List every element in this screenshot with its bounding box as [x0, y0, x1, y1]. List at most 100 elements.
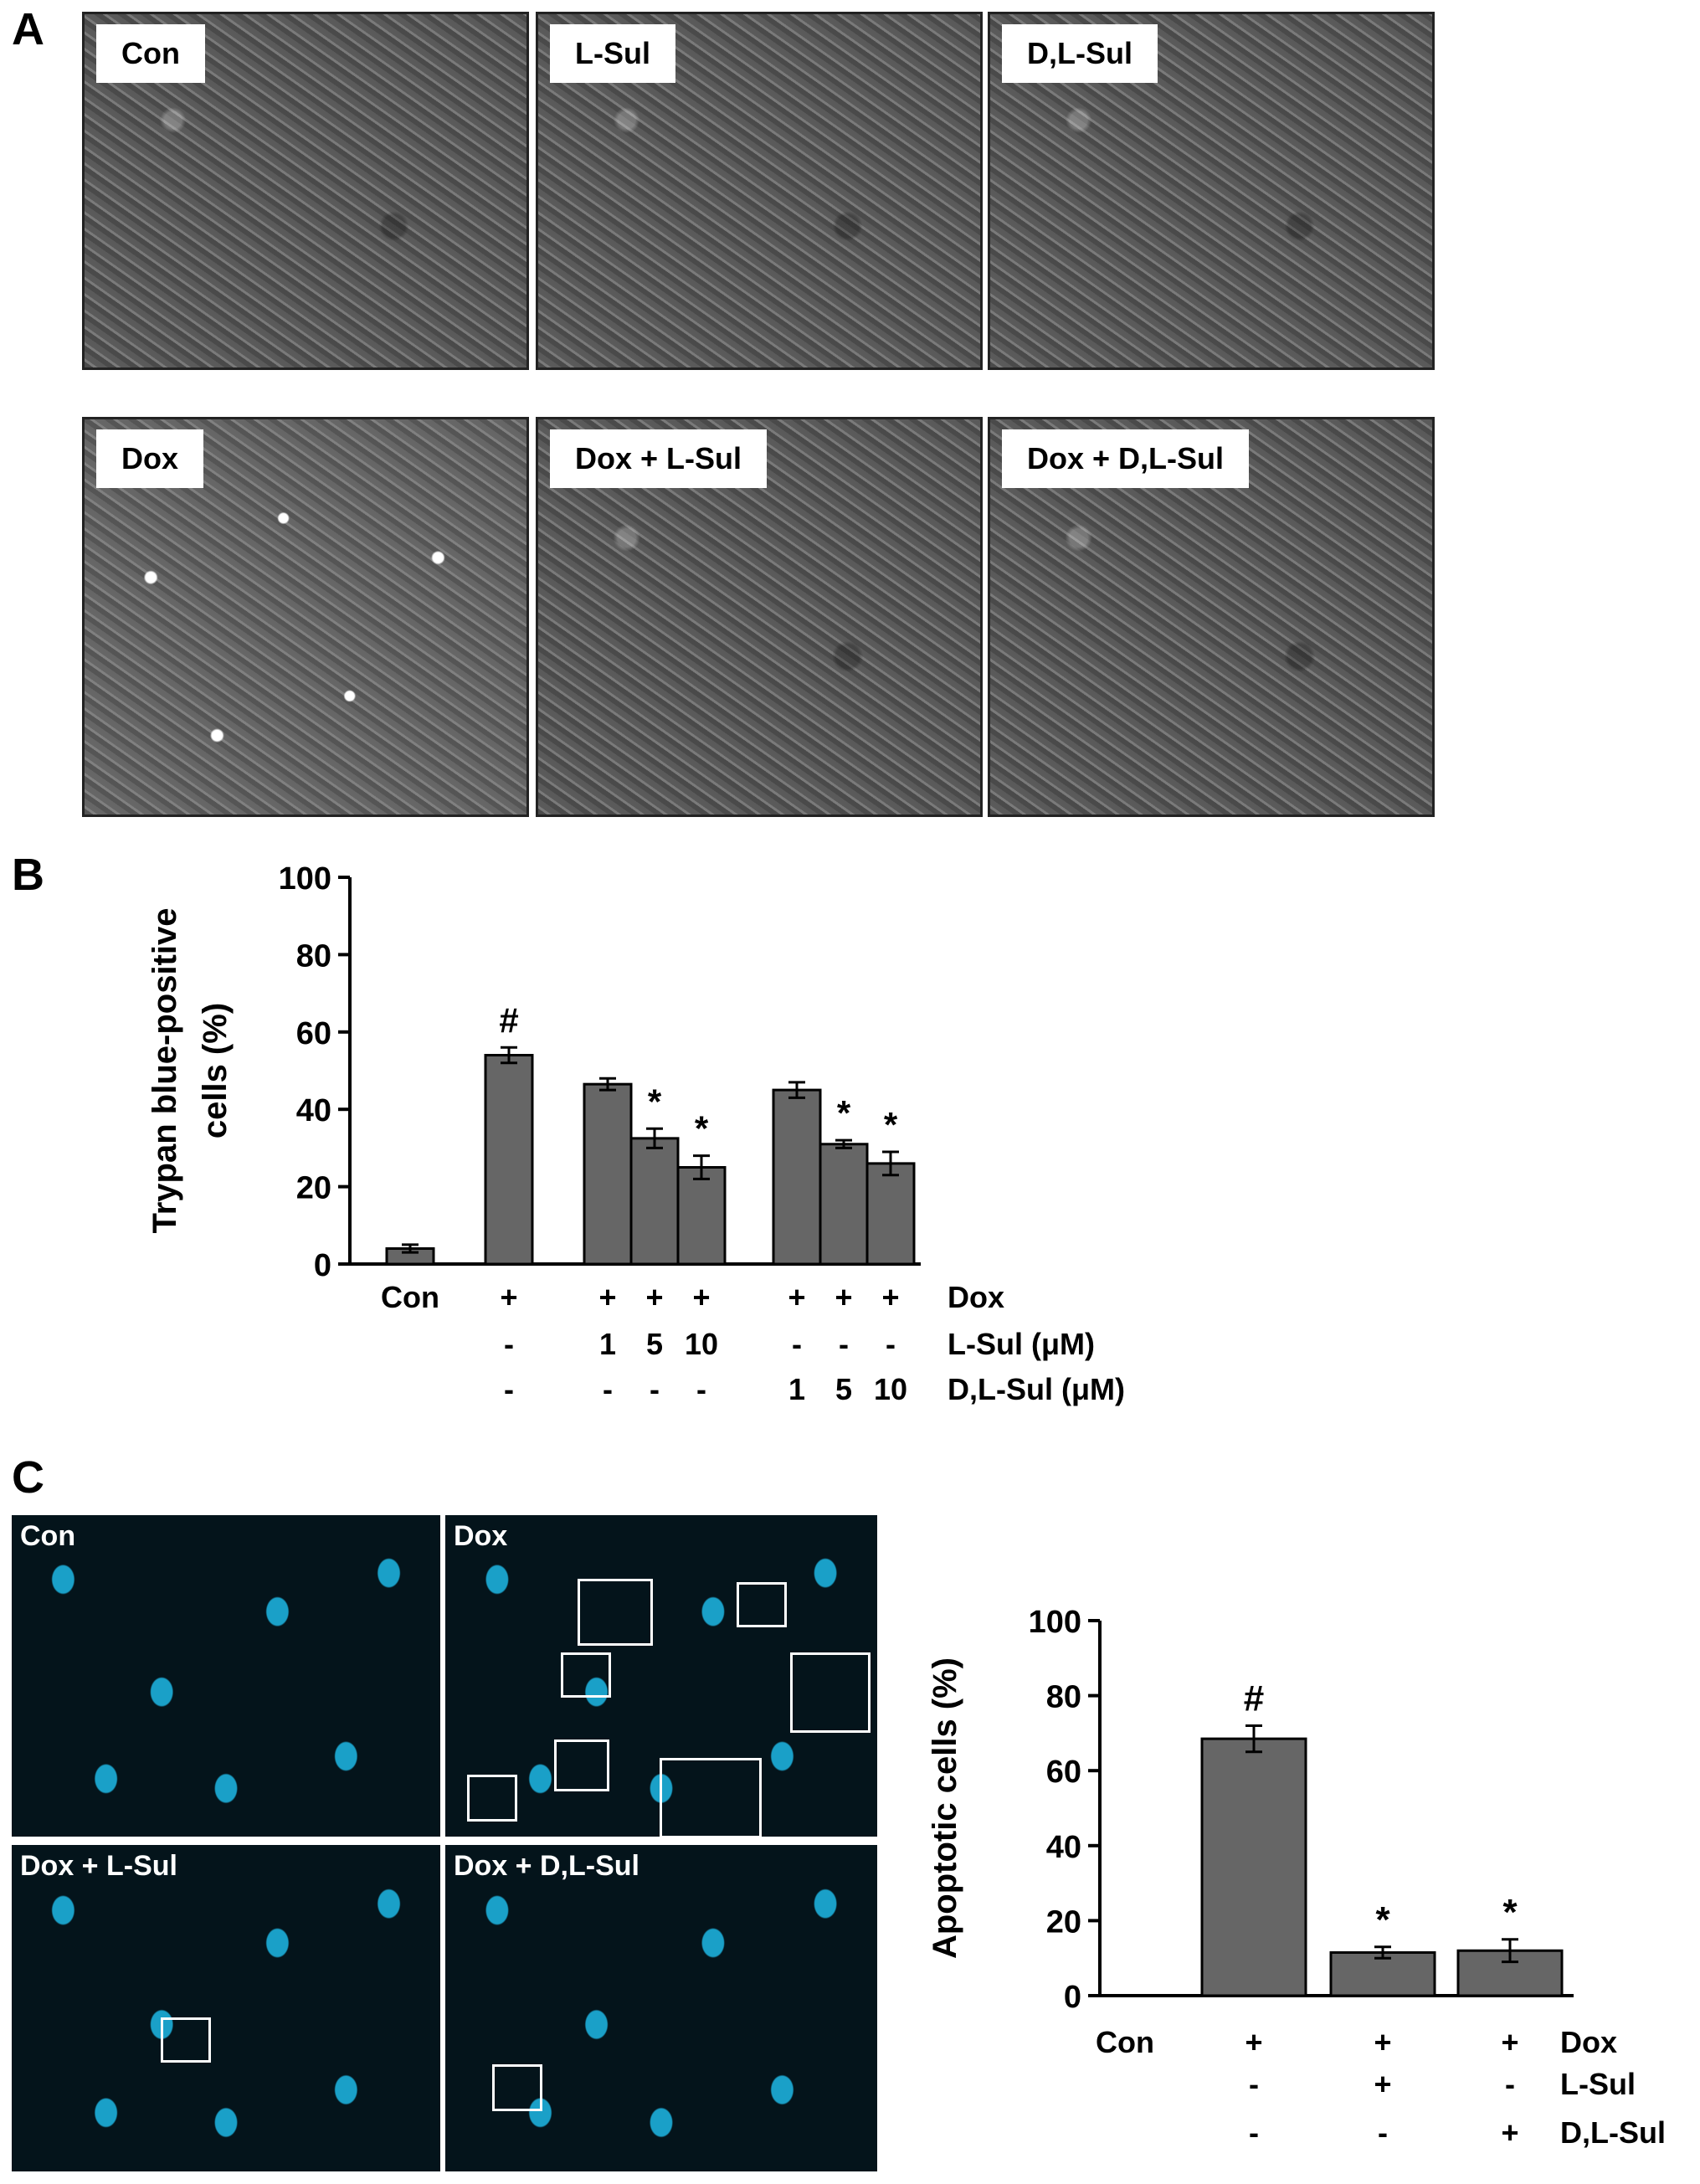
condition-cell: - [504, 1372, 514, 1406]
micrograph-dox: Dox [82, 417, 529, 817]
condition-cell: 1 [788, 1372, 805, 1406]
y-tick-label: 100 [279, 861, 331, 897]
condition-cell: + [1374, 2067, 1391, 2101]
y-tick-label: 80 [1046, 1680, 1081, 1715]
apoptotic-cells-bar-chart: 0 20 40 60 80 100 Apoptotic cells (%) # * * Con + + +… [927, 1605, 1666, 2150]
condition-cell: - [650, 1372, 660, 1406]
panel-letter-a: A [12, 4, 44, 54]
micrograph-label: Con [20, 1520, 76, 1552]
micrograph-label: Dox [454, 1520, 508, 1552]
micrograph-l-sul: L-Sul [536, 12, 983, 370]
apoptotic-cell-box [492, 2064, 542, 2111]
bar [772, 1088, 822, 1266]
apoptotic-cell-box [467, 1775, 517, 1822]
condition-cell: + [1501, 2115, 1518, 2150]
y-tick-label: 0 [314, 1248, 331, 1283]
fluor-micrograph-dox-dl-sul: Dox + D,L-Sul [445, 1845, 877, 2171]
y-tick-label: 20 [1046, 1904, 1081, 1940]
bar [865, 1162, 916, 1266]
condition-cell: - [792, 1327, 802, 1361]
significance-mark: * [1502, 1892, 1518, 1933]
micrograph-label: Con [96, 24, 205, 83]
micrograph-con: Con [82, 12, 529, 370]
condition-cell: 5 [835, 1372, 852, 1406]
panel-letter-c: C [12, 1452, 44, 1503]
apoptotic-cell-box [561, 1652, 611, 1698]
significance-mark: # [499, 1000, 518, 1040]
micrograph-label: D,L-Sul [1002, 24, 1158, 83]
micrograph-label: Dox + L-Sul [550, 429, 768, 488]
fluor-micrograph-dox: Dox [445, 1515, 877, 1837]
condition-cell: + [500, 1280, 517, 1314]
condition-cell: 5 [646, 1327, 663, 1361]
condition-cell: + [1245, 2025, 1262, 2059]
condition-row-label: Dox [948, 1280, 1004, 1314]
y-tick-label: 80 [296, 938, 331, 974]
condition-row-label: L-Sul [1560, 2067, 1636, 2101]
condition-cell: - [1505, 2067, 1515, 2101]
micrograph-label: Dox + D,L-Sul [1002, 429, 1250, 488]
trypan-blue-bar-chart: 0 20 40 60 80 100 Trypan blue-positive cells (%… [146, 861, 1125, 1406]
y-axis-label: Trypan blue-positive [146, 908, 183, 1234]
condition-cell: - [1378, 2115, 1388, 2150]
y-tick-label: 60 [1046, 1755, 1081, 1790]
bar [583, 1082, 633, 1266]
fluor-micrograph-con: Con [12, 1515, 440, 1837]
significance-mark: * [837, 1093, 851, 1133]
condition-cell: + [1501, 2025, 1518, 2059]
condition-cell: 10 [685, 1327, 718, 1361]
condition-cell: - [839, 1327, 849, 1361]
condition-cell: Con [1096, 2025, 1154, 2059]
condition-cell: + [881, 1280, 899, 1314]
condition-cell: + [788, 1280, 805, 1314]
condition-cell: 10 [874, 1372, 907, 1406]
significance-mark: * [884, 1105, 898, 1144]
condition-cell: - [504, 1327, 514, 1361]
y-tick-label: 0 [1064, 1980, 1081, 2015]
apoptotic-cell-box [737, 1582, 787, 1627]
bar [629, 1137, 680, 1266]
bar [484, 1054, 534, 1266]
significance-mark: * [695, 1109, 709, 1149]
micrograph-label: Dox [96, 429, 204, 488]
y-tick-label: 100 [1029, 1605, 1081, 1640]
condition-row-label: Dox [1560, 2025, 1617, 2059]
y-tick-label: 40 [296, 1093, 331, 1128]
bar [1329, 1950, 1436, 1997]
apoptotic-cell-box [161, 2017, 211, 2063]
y-axis-label: Apoptotic cells (%) [927, 1657, 963, 1959]
apoptotic-cell-box [660, 1758, 762, 1837]
apoptotic-cell-box [578, 1579, 653, 1646]
condition-cell: - [1249, 2067, 1259, 2101]
significance-mark: # [1244, 1678, 1264, 1719]
y-tick-label: 60 [296, 1016, 331, 1051]
condition-cell: + [1374, 2025, 1391, 2059]
micrograph-label: Dox + D,L-Sul [454, 1850, 639, 1882]
micrograph-dl-sul: D,L-Sul [988, 12, 1435, 370]
significance-mark: * [648, 1082, 662, 1121]
significance-mark: * [1375, 1899, 1390, 1940]
y-tick-label: 40 [1046, 1830, 1081, 1865]
panel-letter-b: B [12, 850, 44, 900]
condition-cell: + [598, 1280, 616, 1314]
condition-cell: + [835, 1280, 852, 1314]
y-axis-label: cells (%) [197, 1003, 234, 1138]
bar [819, 1143, 869, 1266]
condition-cell: + [692, 1280, 710, 1314]
micrograph-label: L-Sul [550, 24, 675, 83]
bar [676, 1166, 727, 1266]
condition-cell: - [696, 1372, 706, 1406]
condition-cell: - [886, 1327, 896, 1361]
micrograph-label: Dox + L-Sul [20, 1850, 177, 1882]
micrograph-dox-l-sul: Dox + L-Sul [536, 417, 983, 817]
fluor-micrograph-dox-l-sul: Dox + L-Sul [12, 1845, 440, 2171]
condition-cell: - [1249, 2115, 1259, 2150]
condition-cell: - [603, 1372, 613, 1406]
y-tick-label: 20 [296, 1171, 331, 1206]
apoptotic-cell-box [554, 1739, 609, 1791]
apoptotic-cell-box [790, 1652, 871, 1733]
micrograph-dox-dl-sul: Dox + D,L-Sul [988, 417, 1435, 817]
condition-row-label: D,L-Sul (μM) [948, 1372, 1125, 1406]
condition-cell: + [645, 1280, 663, 1314]
bar [1200, 1737, 1307, 1997]
